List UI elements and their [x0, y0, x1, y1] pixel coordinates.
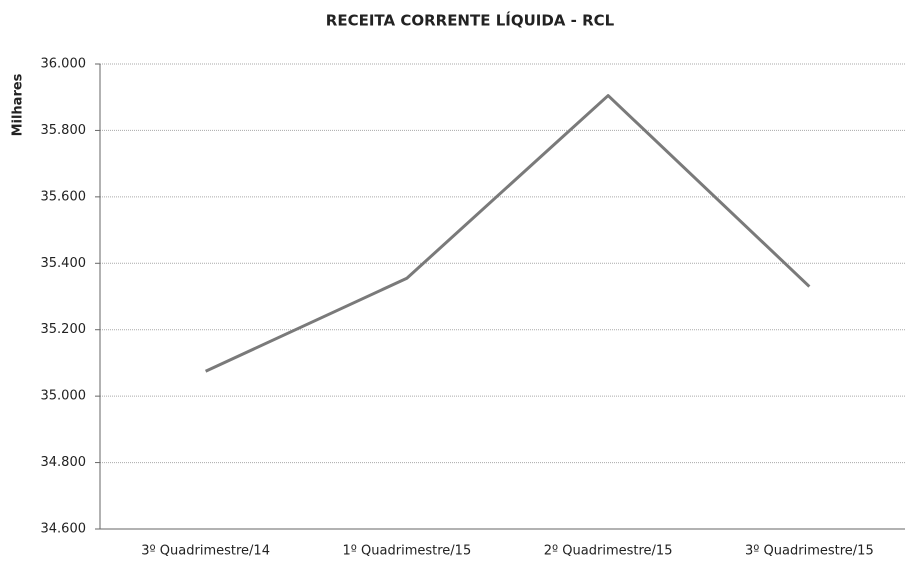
y-tick-label: 36.000 [41, 57, 87, 72]
x-tick-label: 3º Quadrimestre/14 [141, 544, 270, 559]
y-tick-label: 35.400 [41, 256, 87, 271]
x-tick-label: 3º Quadrimestre/15 [745, 544, 874, 559]
y-tick-label: 35.000 [41, 389, 87, 404]
y-tick-label: 35.600 [41, 189, 87, 204]
y-tick-label: 35.800 [41, 123, 87, 138]
x-tick-label: 1º Quadrimestre/15 [343, 544, 472, 559]
y-tick-label: 34.600 [41, 522, 87, 537]
chart-title: RECEITA CORRENTE LÍQUIDA - RCL [326, 11, 615, 30]
y-tick-label: 34.800 [41, 455, 87, 470]
y-tick-label: 35.200 [41, 322, 87, 337]
x-tick-label: 2º Quadrimestre/15 [544, 544, 673, 559]
line-series [204, 94, 811, 373]
y-axis-label: Milhares [11, 73, 26, 136]
